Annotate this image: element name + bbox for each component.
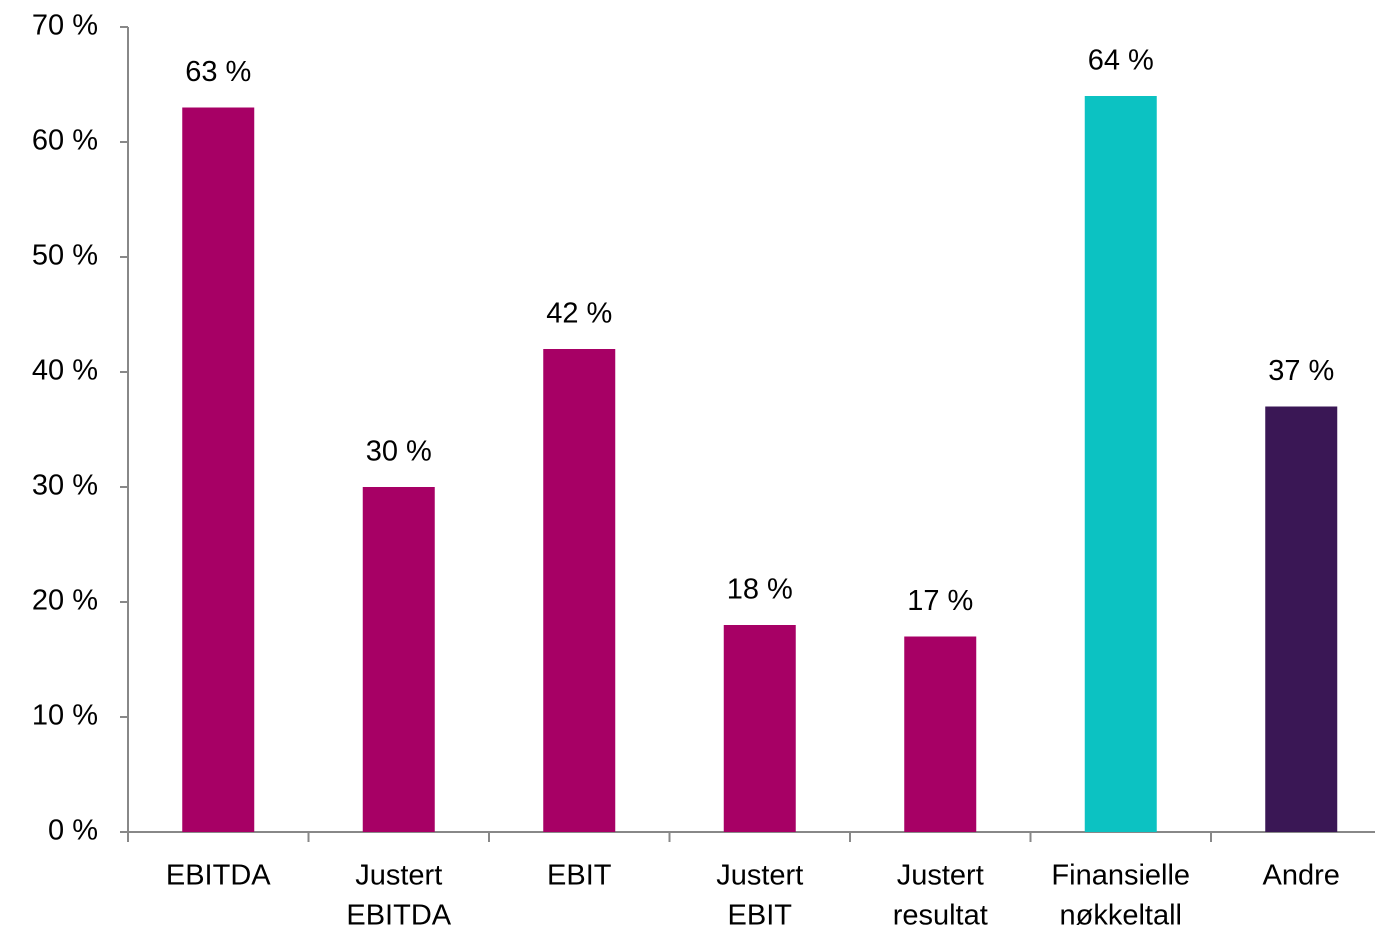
x-tick-label: Justert [355, 860, 442, 892]
y-tick-label: 70 % [32, 10, 98, 42]
value-label: 64 % [1088, 45, 1154, 77]
y-tick-label: 0 % [48, 815, 98, 847]
x-tick-label: resultat [893, 900, 988, 932]
x-tick-label: EBITDA [166, 860, 271, 892]
y-tick-label: 40 % [32, 355, 98, 387]
y-tick-label: 10 % [32, 700, 98, 732]
value-label: 17 % [907, 585, 973, 617]
bar [723, 625, 796, 832]
bar [1265, 406, 1338, 832]
x-tick-label: EBIT [547, 860, 612, 892]
y-tick-label: 30 % [32, 470, 98, 502]
x-tick-label: EBITDA [346, 900, 451, 932]
value-label: 18 % [727, 574, 793, 606]
x-tick-label: Andre [1263, 860, 1340, 892]
y-tick-label: 60 % [32, 125, 98, 157]
x-tick-label: Finansielle [1051, 860, 1190, 892]
value-label: 37 % [1268, 355, 1334, 387]
x-tick-label: Justert [897, 860, 984, 892]
x-tick-label: EBIT [728, 900, 793, 932]
value-label: 42 % [546, 298, 612, 330]
y-tick-label: 20 % [32, 585, 98, 617]
x-tick-label: nøkkeltall [1060, 900, 1183, 932]
bar [543, 349, 616, 832]
y-tick-label: 50 % [32, 240, 98, 272]
value-label: 30 % [366, 436, 432, 468]
bar [362, 487, 435, 832]
x-tick-label: Justert [716, 860, 803, 892]
value-label: 63 % [185, 56, 251, 88]
bar [904, 636, 977, 832]
bar [1084, 96, 1157, 832]
bar [182, 107, 255, 832]
